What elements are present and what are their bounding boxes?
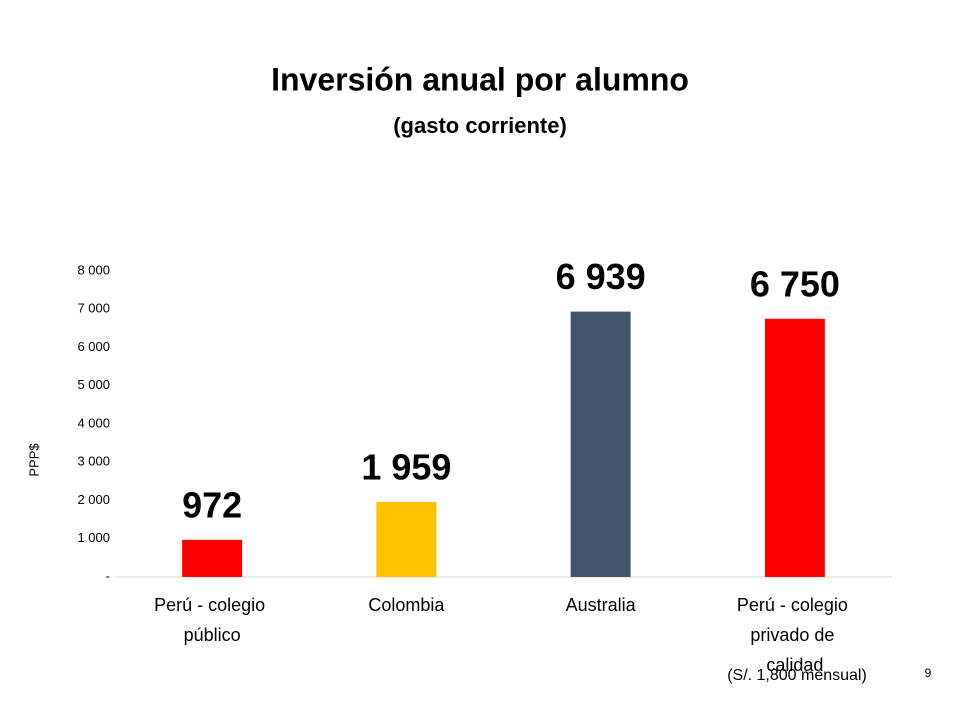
value-label: 6 750 xyxy=(750,263,840,304)
x-tick-label: Perú - colegio privado de calidad xyxy=(737,595,853,675)
y-tick-label: 2 000 xyxy=(77,492,110,507)
bar xyxy=(764,318,825,577)
chart-title: Inversión anual por alumno xyxy=(271,61,689,97)
bar xyxy=(376,502,437,577)
y-tick-label: 7 000 xyxy=(77,301,110,316)
page-number: 9 xyxy=(925,666,932,680)
bar xyxy=(182,539,243,577)
y-tick-label: 8 000 xyxy=(77,262,110,277)
bar xyxy=(570,311,631,577)
x-tick-label: Perú - colegio público xyxy=(154,595,270,645)
y-tick-label: 1 000 xyxy=(77,530,110,545)
x-tick-label: Australia xyxy=(566,595,637,615)
x-tick-label: Colombia xyxy=(368,595,445,615)
y-tick-label: 5 000 xyxy=(77,377,110,392)
annotation: (S/. 1,800 mensual) xyxy=(727,667,867,684)
value-label: 1 959 xyxy=(361,447,451,488)
value-label: 6 939 xyxy=(556,256,646,297)
y-axis-label: PPP$ xyxy=(26,443,41,477)
chart-subtitle: (gasto corriente) xyxy=(393,113,567,138)
y-tick-label: - xyxy=(106,568,110,583)
y-tick-label: 3 000 xyxy=(77,454,110,469)
y-tick-label: 6 000 xyxy=(77,339,110,354)
value-label: 972 xyxy=(182,484,242,525)
y-tick-label: 4 000 xyxy=(77,415,110,430)
